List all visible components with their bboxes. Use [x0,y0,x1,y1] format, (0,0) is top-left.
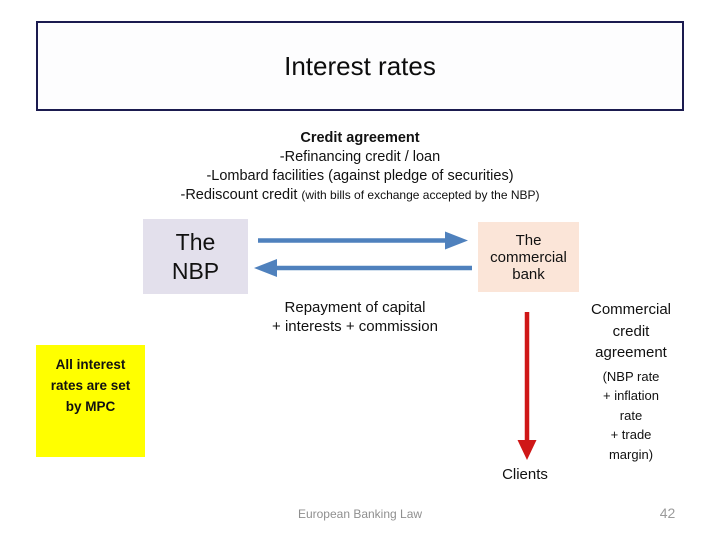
commercial-bank-box: The commercial bank [478,222,579,292]
commercial-credit-detail: (NBP rate + inflation rate + trade margi… [602,368,660,462]
nbp-box: The NBP [143,219,248,294]
bank-to-nbp-arrow-icon [254,259,472,277]
footer-title: European Banking Law [297,507,423,521]
nbp-bank-flow-arrows [254,231,472,277]
clients-label: Clients [502,466,548,483]
nbp-to-bank-arrow-icon [258,231,468,250]
repayment-label: Repayment of capital + interests + commi… [272,299,438,335]
credit-agreement-item: -Refinancing credit / loan [279,149,441,165]
credit-agreement-item: -Rediscount credit (with bills of exchan… [0,186,720,205]
rediscount-credit-note: (with bills of exchange accepted by the … [301,188,540,202]
credit-agreement-item: -Lombard facilities (against pledge of s… [206,168,514,184]
commercial-credit-block: Commercial credit agreement (NBP rate + … [580,299,682,464]
credit-agreement-block: Credit agreement -Refinancing credit / l… [0,129,720,205]
rediscount-credit-text: -Rediscount credit [180,187,302,203]
commercial-credit-heading: Commercial credit agreement [590,301,671,361]
page-number: 42 [659,505,676,521]
bank-to-clients-arrow-icon [517,312,537,460]
slide-title-box: Interest rates [36,21,684,111]
credit-agreement-heading: Credit agreement [300,130,420,146]
mpc-note-box: All interest rates are set by MPC [36,345,145,457]
slide-title: Interest rates [284,50,436,81]
